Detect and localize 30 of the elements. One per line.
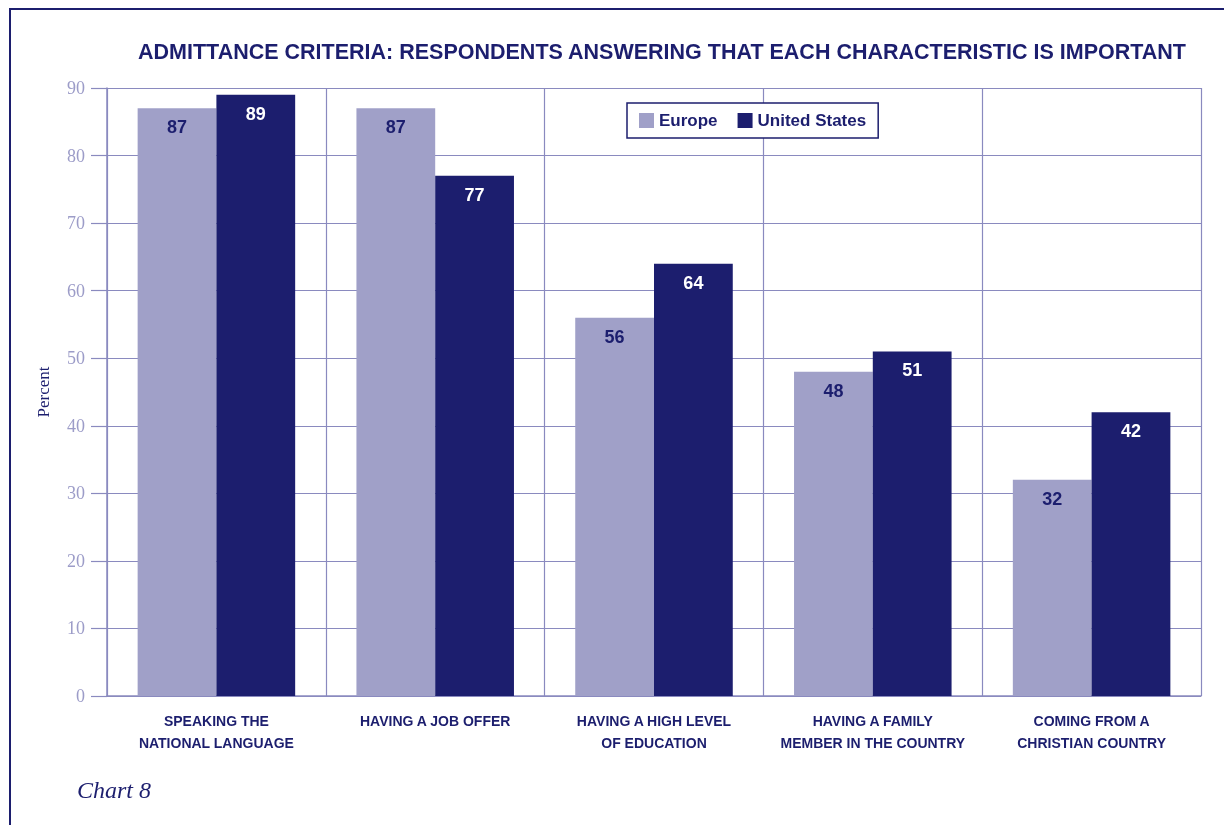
y-tick-label: 80 [67,145,85,166]
data-label: 48 [823,380,844,401]
y-tick-label: 0 [76,686,85,706]
x-tick-label: HAVING A FAMILY MEMBER IN THE COUNTRY [780,713,966,751]
legend-label: Europe [659,111,718,130]
y-tick-label: 30 [67,483,85,504]
y-tick-label: 50 [67,348,85,369]
chart-title: ADMITTANCE CRITERIA: RESPONDENTS ANSWERING THAT EACH CHARACTERISTIC IS IMPORTANT [138,40,1186,64]
y-tick-label: 60 [67,280,85,301]
x-tick-label: COMING FROM A CHRISTIAN COUNTRY [1017,713,1167,751]
data-label: 56 [604,326,625,347]
y-axis-title: Percent [34,366,53,418]
y-tick-label: 10 [67,618,85,639]
data-label: 32 [1042,488,1063,509]
data-label: 64 [683,272,704,293]
data-label: 42 [1120,421,1141,442]
data-label: 87 [167,117,188,138]
x-tick-label: SPEAKING THE NATIONAL LANGUAGE [138,713,294,751]
caption: Chart 8 [77,777,152,803]
data-label: 77 [464,184,485,205]
x-tick-label: HAVING A HIGH LEVEL OF EDUCATION [576,713,732,751]
data-label: 87 [385,117,406,138]
y-tick-label: 70 [67,213,85,234]
data-label: 51 [902,360,923,381]
x-tick-label: HAVING A JOB OFFER [360,713,511,729]
y-tick-label: 20 [67,550,85,571]
y-tick-label: 40 [67,415,85,436]
y-tick-label: 90 [67,78,85,98]
legend-label: United States [757,111,867,130]
data-label: 89 [245,103,266,124]
